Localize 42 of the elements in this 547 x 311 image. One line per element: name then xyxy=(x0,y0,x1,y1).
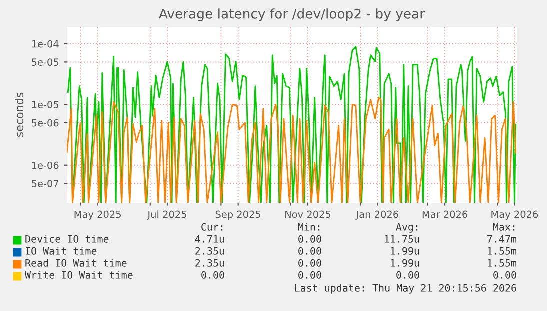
text: Last update: Thu May 21 20:15:56 2026 xyxy=(295,284,516,294)
x-tick-label: Mar 2026 xyxy=(422,210,468,218)
text: 0.00 xyxy=(494,271,516,279)
legend-label: Read IO Wait time xyxy=(26,259,127,267)
text: Min: xyxy=(298,223,320,231)
x-tick-label: Nov 2025 xyxy=(286,210,331,218)
y-tick-label: 5e-07 xyxy=(32,180,59,188)
text: 11.75u xyxy=(385,235,420,243)
chart-title: Average latency for /dev/loop2 - by year xyxy=(159,8,426,22)
text: 1.99u xyxy=(391,247,420,255)
text: 0.00 xyxy=(298,247,322,255)
x-tick-label: Jul 2025 xyxy=(147,210,186,220)
text: Cur: xyxy=(202,223,223,231)
text: 0.00 xyxy=(396,271,420,279)
text: 0.00 xyxy=(298,271,322,279)
x-tick-label: May 2025 xyxy=(74,210,121,220)
y-tick-label: 1e-06 xyxy=(32,162,59,170)
y-tick-label: 1e-04 xyxy=(32,40,59,48)
y-tick-label: 5e-05 xyxy=(32,58,59,66)
text: 7.47m xyxy=(488,235,517,243)
y-tick-label: 1e-05 xyxy=(32,101,59,108)
text: 0.00 xyxy=(298,235,322,243)
x-tick-label: Jan 2026 xyxy=(356,210,398,220)
legend-label: Write IO Wait time xyxy=(25,271,133,279)
legend-label: IO Wait time xyxy=(26,247,97,255)
legend-label: Device IO time xyxy=(26,235,109,243)
line-series xyxy=(67,46,517,203)
line-series xyxy=(67,97,517,203)
text: 2.35u xyxy=(196,247,224,255)
text: 1.99u xyxy=(391,259,420,267)
text: Max: xyxy=(493,223,515,231)
text: 4.71u xyxy=(195,235,224,243)
y-tick-label: 5e-06 xyxy=(32,119,59,127)
text: Avg: xyxy=(396,223,418,233)
y-axis-title: seconds xyxy=(15,92,24,138)
text: 1.55m xyxy=(488,259,517,267)
text: 2.35u xyxy=(196,259,224,267)
x-tick-label: Sep 2025 xyxy=(216,210,261,220)
text: 0.00 xyxy=(298,259,322,267)
text: 0.00 xyxy=(202,271,224,279)
text: 1.55m xyxy=(488,247,517,255)
x-tick-label: May 2026 xyxy=(492,210,538,220)
